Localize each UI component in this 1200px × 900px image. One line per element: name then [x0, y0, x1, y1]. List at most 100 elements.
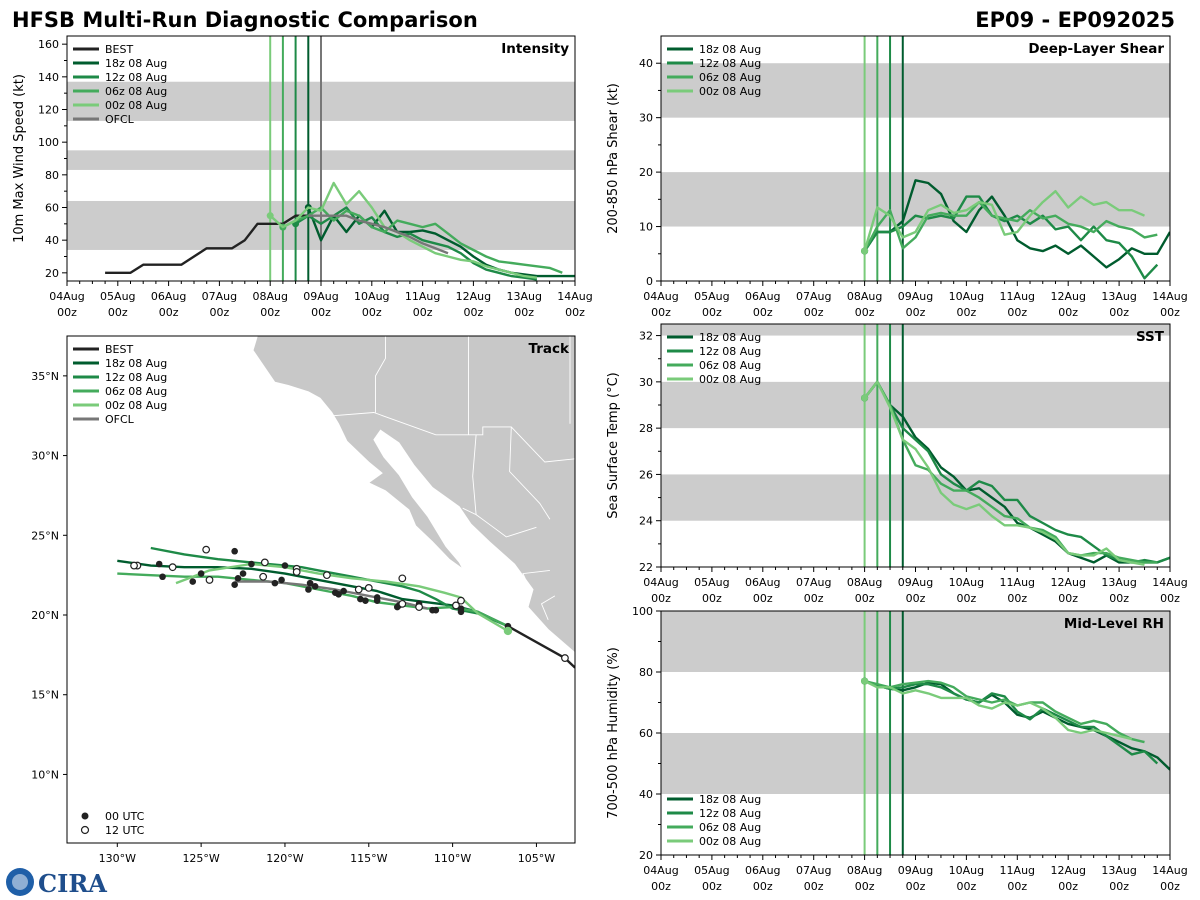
- x-tick-label-hour: 00z: [413, 306, 433, 319]
- y-tick-label: 10: [639, 221, 653, 234]
- x-tick-label: 08Aug: [847, 576, 882, 589]
- panel-track: 130°W 125°W 120°W 115°W 110°W 105°W 10°N 15°N 20…: [31, 335, 576, 865]
- track-point-12utc: [292, 568, 301, 576]
- series-line: [863, 380, 1145, 566]
- track-point-00utc: [234, 575, 242, 582]
- x-tick-label-hour: 00z: [906, 306, 926, 319]
- x-tick-label: 120°W: [266, 852, 303, 865]
- y-tick-label: 28: [639, 422, 653, 435]
- threshold-band: [661, 733, 1170, 794]
- track-point-00utc: [305, 586, 312, 593]
- x-tick-label: 06Aug: [151, 290, 186, 303]
- x-tick-label: 07Aug: [202, 290, 237, 303]
- track-point-00utc: [271, 579, 279, 587]
- x-tick-label: 11Aug: [1000, 864, 1035, 877]
- legend-label: 12z 08 Aug: [699, 345, 761, 358]
- series-line: [150, 546, 509, 628]
- state-border: [375, 336, 386, 413]
- x-tick-label: 07Aug: [796, 576, 831, 589]
- track-point-12utc: [354, 585, 363, 594]
- x-tick-label: 06Aug: [745, 290, 780, 303]
- panel-title: Intensity: [501, 41, 569, 57]
- track-point-12utc: [259, 572, 268, 581]
- track-point-00utc: [432, 606, 440, 614]
- x-tick-label-hour: 00z: [753, 880, 773, 893]
- series-line: [864, 679, 1170, 771]
- y-tick-label: 40: [639, 788, 653, 801]
- panel-title: Deep-Layer Shear: [1028, 41, 1164, 57]
- plot-area: [661, 611, 1170, 855]
- series-line: [105, 214, 309, 274]
- legend-label: 18z 08 Aug: [105, 57, 167, 70]
- track-point-00utc: [306, 579, 314, 587]
- series-line: [863, 189, 1145, 252]
- x-tick-label-hour: 00z: [1160, 306, 1180, 319]
- x-tick-label: 14Aug: [1152, 290, 1187, 303]
- x-tick-label: 08Aug: [847, 290, 882, 303]
- x-tick-label-hour: 00z: [362, 306, 382, 319]
- x-tick-label: 05Aug: [100, 290, 135, 303]
- legend-label: 00z 08 Aug: [699, 85, 761, 98]
- track-point-12utc: [415, 603, 423, 611]
- x-tick-label: 14Aug: [1152, 576, 1187, 589]
- x-tick-label-hour: 00z: [311, 306, 331, 319]
- x-tick-label-hour: 00z: [804, 592, 824, 605]
- y-tick-label: 60: [639, 727, 653, 740]
- series-line: [863, 380, 1170, 564]
- y-axis-label: 200-850 hPa Shear (kt): [606, 83, 621, 234]
- x-tick-label: 12Aug: [1050, 864, 1085, 877]
- track-point-00utc: [311, 583, 319, 590]
- plot-area: [661, 324, 1170, 567]
- track-point-12utc: [322, 571, 331, 580]
- state-border: [475, 514, 537, 538]
- x-tick-label-hour: 00z: [1007, 306, 1027, 319]
- x-tick-label: 13Aug: [1101, 290, 1136, 303]
- series-line: [864, 680, 1133, 741]
- x-tick-label: 05Aug: [694, 290, 729, 303]
- x-tick-label: 10Aug: [949, 290, 984, 303]
- legend-label: 12z 08 Aug: [105, 371, 167, 384]
- y-axis-label: Sea Surface Temp (°C): [606, 372, 621, 519]
- threshold-band: [661, 63, 1170, 118]
- x-tick-label-hour: 00z: [906, 880, 926, 893]
- x-tick-label: 13Aug: [506, 290, 541, 303]
- x-tick-label-hour: 00z: [702, 880, 722, 893]
- track-point-00utc: [189, 578, 197, 585]
- series-line: [863, 380, 1158, 564]
- x-tick-label-hour: 00z: [108, 306, 128, 319]
- series-line: [308, 214, 449, 255]
- x-tick-label: 12Aug: [1050, 576, 1085, 589]
- y-tick-label: 22: [639, 561, 653, 574]
- track-point-12utc: [130, 561, 138, 570]
- x-tick-label: 09Aug: [898, 864, 933, 877]
- track-point-12utc: [561, 654, 569, 662]
- x-tick-label: 130°W: [99, 852, 136, 865]
- x-tick-label-hour: 00z: [957, 880, 977, 893]
- x-tick-label-hour: 00z: [1058, 592, 1078, 605]
- y-tick-label: 24: [639, 515, 653, 528]
- x-tick-label-hour: 00z: [957, 592, 977, 605]
- legend-label: 12z 08 Aug: [699, 807, 761, 820]
- y-tick-label: 60: [45, 202, 59, 215]
- plot-area: [661, 36, 1170, 281]
- legend-label: 18z 08 Aug: [699, 43, 761, 56]
- x-tick-label-hour: 00z: [1109, 306, 1129, 319]
- legend-label: 06z 08 Aug: [105, 385, 167, 398]
- x-tick-label-hour: 00z: [957, 306, 977, 319]
- x-tick-label: 12Aug: [456, 290, 491, 303]
- x-tick-label: 125°W: [182, 852, 219, 865]
- x-tick-label: 05Aug: [694, 864, 729, 877]
- x-tick-label: 115°W: [350, 852, 387, 865]
- y-tick-label: 35°N: [31, 370, 59, 383]
- x-tick-label: 09Aug: [303, 290, 338, 303]
- track-point-00utc: [373, 594, 381, 601]
- x-tick-label: 12Aug: [1050, 290, 1085, 303]
- x-tick-label-hour: 00z: [1160, 592, 1180, 605]
- legend-label: BEST: [105, 343, 133, 356]
- panel-title: Track: [529, 341, 570, 357]
- y-tick-label: 0: [646, 275, 653, 288]
- legend-label: 18z 08 Aug: [699, 331, 761, 344]
- x-tick-label: 14Aug: [1152, 864, 1187, 877]
- x-tick-label-hour: 00z: [159, 306, 179, 319]
- legend-label: 00z 08 Aug: [105, 99, 167, 112]
